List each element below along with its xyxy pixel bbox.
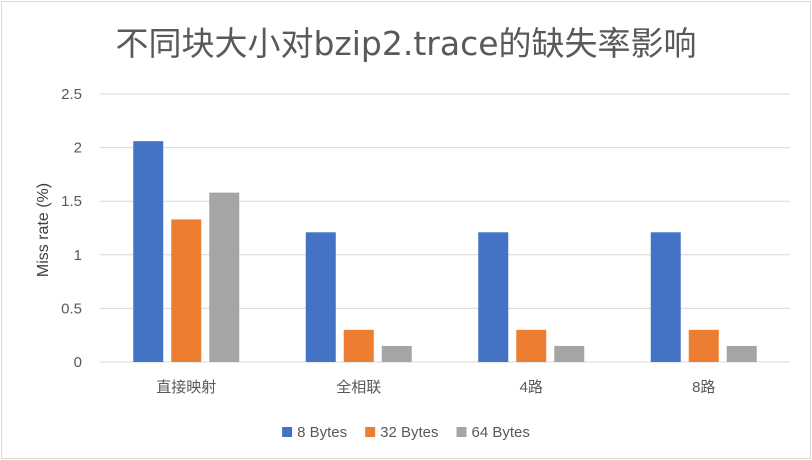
x-axis-ticks: 直接映射 全相联 4路 8路 <box>156 378 715 396</box>
y-tick-label: 1 <box>74 247 82 264</box>
bar-64-bytes <box>209 192 240 362</box>
gridlines <box>100 93 790 363</box>
x-tick-label: 全相联 <box>336 378 381 396</box>
y-tick-label: 0 <box>74 354 82 371</box>
bar-8-bytes <box>133 141 164 362</box>
y-tick-label: 0.5 <box>61 300 82 317</box>
chart-title: 不同块大小对bzip2.trace的缺失率影响 <box>115 24 696 63</box>
bar-8-bytes <box>305 232 336 362</box>
bar-32-bytes <box>343 329 374 362</box>
bar-32-bytes <box>516 329 547 362</box>
bar-32-bytes <box>688 329 719 362</box>
y-tick-label: 2 <box>74 140 82 157</box>
y-tick-label: 2.5 <box>61 86 82 103</box>
bar-64-bytes <box>726 345 757 362</box>
bar-64-bytes <box>554 345 585 362</box>
y-axis-label: Miss rate (%) <box>35 183 52 277</box>
bar-8-bytes <box>650 232 681 362</box>
x-tick-label: 4路 <box>520 379 543 396</box>
legend-swatch <box>456 427 467 437</box>
bars <box>133 141 757 362</box>
y-axis-ticks: 0 0.5 1 1.5 2 2.5 <box>61 86 82 371</box>
legend-label: 32 Bytes <box>380 424 438 441</box>
legend-swatch <box>365 427 376 437</box>
x-tick-label: 8路 <box>692 379 715 396</box>
legend: 8 Bytes 32 Bytes 64 Bytes <box>282 424 530 441</box>
bar-8-bytes <box>478 232 509 362</box>
bar-64-bytes <box>381 345 412 362</box>
legend-swatch <box>282 427 293 437</box>
legend-label: 64 Bytes <box>472 424 530 441</box>
legend-label: 8 Bytes <box>297 424 347 441</box>
y-tick-label: 1.5 <box>61 193 82 210</box>
bar-32-bytes <box>171 219 202 362</box>
x-tick-label: 直接映射 <box>156 379 216 396</box>
